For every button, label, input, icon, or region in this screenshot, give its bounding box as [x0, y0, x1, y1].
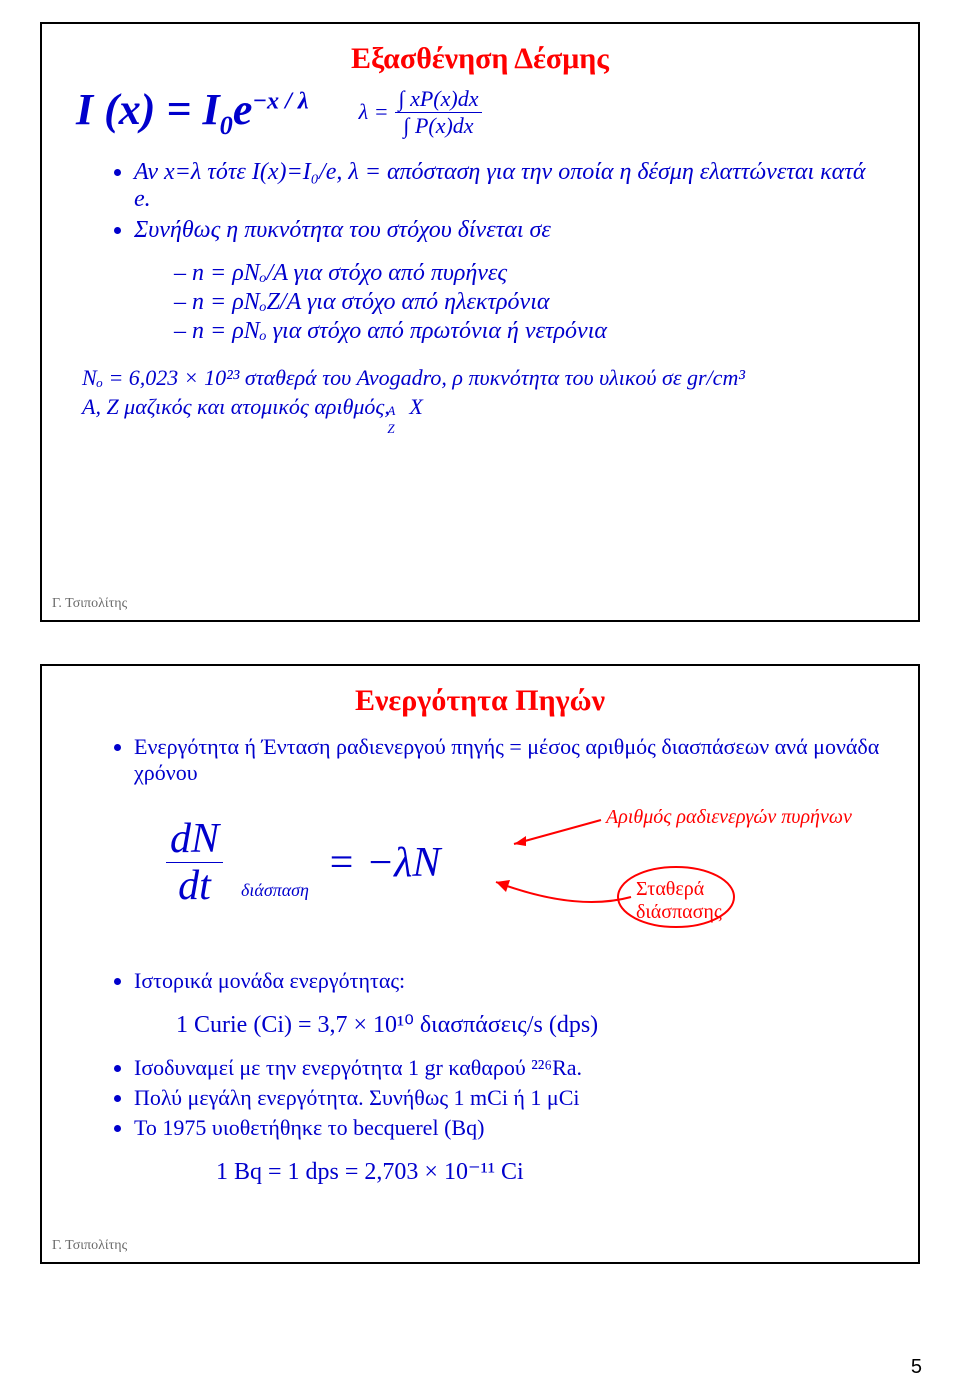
eq-rhs: = −λN — [327, 839, 440, 887]
bq-line: 1 Bq = 1 dps = 2,703 × 10⁻¹¹ Ci — [216, 1157, 884, 1186]
eq-subscript-decay: διάσπαση — [241, 880, 309, 901]
ann2-line2: διάσπασης — [636, 901, 722, 923]
bullet-radium-equiv: Ισοδυναμεί με την ενεργότητα 1 gr καθαρο… — [134, 1055, 884, 1081]
main-equation: I (x) = I0e−x / λ — [76, 84, 309, 141]
eq-e: e — [233, 85, 253, 134]
bullet-list: Αν x=λ τότε Ι(x)=I₀/e, λ = απόσταση για … — [76, 159, 884, 244]
def-avogadro: Nₒ = 6,023 × 10²³ σταθερά του Avogadro, … — [82, 363, 884, 393]
slide-footer: Γ. Τσιπολίτης — [52, 1238, 127, 1254]
decay-equation: dN dt διάσπαση = −λN — [166, 818, 440, 907]
lambda-denominator: ∫ P(x)dx — [395, 112, 483, 137]
nuclide-Z: Z — [387, 420, 394, 438]
sub-nuclei: n = ρNₒ/A για στόχο από πυρήνες — [174, 260, 884, 287]
bullet-if-x-lambda: Αν x=λ τότε Ι(x)=I₀/e, λ = απόσταση για … — [134, 159, 884, 213]
slide-footer: Γ. Τσιπολίτης — [52, 596, 127, 612]
sub-electrons: n = ρNₒZ/A για στόχο από ηλεκτρόνια — [174, 289, 884, 316]
eq-exponent: −x / λ — [252, 87, 308, 114]
eq-sub-zero: 0 — [220, 110, 233, 140]
bullet-large-activity: Πολύ μεγάλη ενεργότητα. Συνήθως 1 mCi ή … — [134, 1085, 884, 1111]
ann2-line1: Σταθερά — [636, 878, 704, 900]
def-az-text: A, Z μαζικός και ατομικός αριθμός, — [82, 394, 395, 419]
bullet-list-2: Ενεργότητα ή Ένταση ραδιενεργού πηγής = … — [76, 734, 884, 786]
lambda-equation: λ = ∫ xP(x)dx ∫ P(x)dx — [359, 88, 483, 137]
slide-title: Ενεργότητα Πηγών — [76, 684, 884, 718]
eq-dt: dt — [166, 862, 223, 907]
curie-line: 1 Curie (Ci) = 3,7 × 10¹⁰ διασπάσεις/s (… — [176, 1010, 884, 1039]
nuclide-X: X — [409, 394, 422, 419]
annotation-nuclei-count: Αριθμός ραδιενεργών πυρήνων — [606, 806, 852, 829]
page-number: 5 — [911, 1356, 922, 1379]
bullet-list-2c: Ισοδυναμεί με την ενεργότητα 1 gr καθαρο… — [76, 1055, 884, 1141]
lambda-label: λ = — [359, 99, 389, 125]
page: Εξασθένηση Δέσμης I (x) = I0e−x / λ λ = … — [0, 0, 960, 1326]
bullet-density: Συνήθως η πυκνότητα του στόχου δίνεται σ… — [134, 217, 884, 244]
bullet-list-2b: Ιστορικά μονάδα ενεργότητας: — [76, 968, 884, 994]
slide-title: Εξασθένηση Δέσμης — [76, 42, 884, 76]
nuclide-A: A — [387, 402, 395, 420]
lambda-numerator: ∫ xP(x)dx — [395, 88, 483, 112]
bullet-activity-def: Ενεργότητα ή Ένταση ραδιενεργού πηγής = … — [134, 734, 884, 786]
annotated-equation: dN dt διάσπαση = −λN Αριθμός ραδιενεργών… — [76, 802, 884, 952]
def-az: A, Z μαζικός και ατομικός αριθμός, A Z X — [82, 392, 884, 422]
slide-attenuation: Εξασθένηση Δέσμης I (x) = I0e−x / λ λ = … — [40, 22, 920, 622]
bullet-bq-adopted: Το 1975 υιοθετήθηκε το becquerel (Bq) — [134, 1115, 884, 1141]
definitions-block: Nₒ = 6,023 × 10²³ σταθερά του Avogadro, … — [82, 363, 884, 422]
bullet-historical-unit: Ιστορικά μονάδα ενεργότητας: — [134, 968, 884, 994]
sub-protons: n = ρNₒ για στόχο από πρωτόνια ή νετρόνι… — [174, 318, 884, 345]
slide-activity: Ενεργότητα Πηγών Ενεργότητα ή Ένταση ραδ… — [40, 664, 920, 1264]
eq-dN: dN — [166, 818, 223, 862]
eq-lhs: I (x) = I — [76, 85, 220, 134]
sub-bullet-list: n = ρNₒ/A για στόχο από πυρήνες n = ρNₒZ… — [116, 260, 884, 345]
annotation-decay-constant: Σταθερά διάσπασης — [636, 878, 722, 924]
